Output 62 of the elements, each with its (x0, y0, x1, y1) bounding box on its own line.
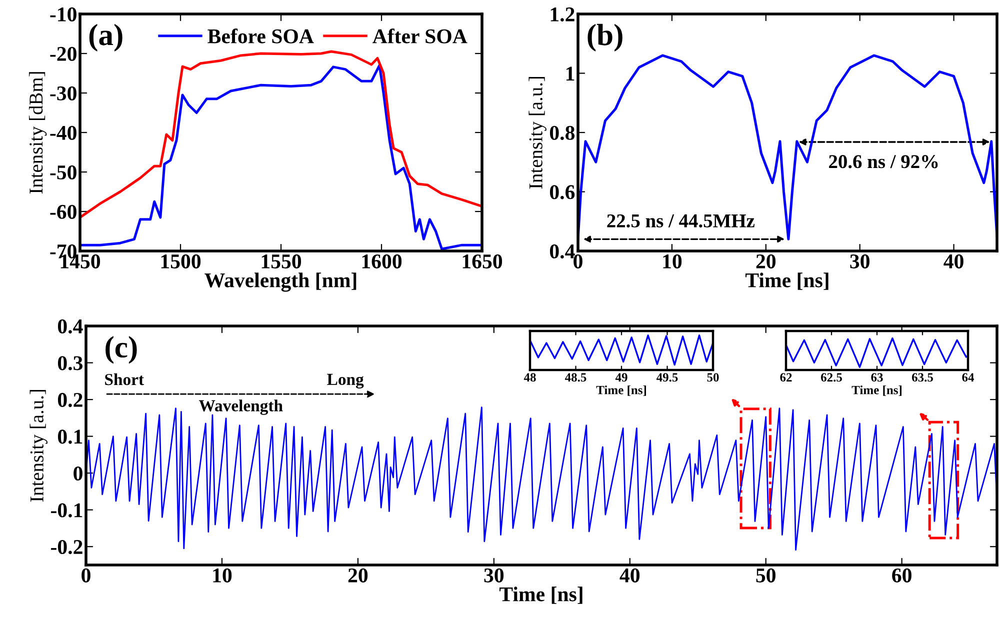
y-tick-label: -0.1 (51, 503, 82, 518)
y-tick-label: -10 (50, 7, 76, 22)
x-tick-label: 62.5 (820, 373, 842, 382)
legend-label: After SOA (372, 28, 468, 44)
x-tick-label: 64 (962, 373, 974, 382)
x-tick-label: 10 (213, 568, 232, 582)
y-tick-label: 0.4 (58, 319, 83, 334)
y-tick-label: -20 (50, 46, 76, 61)
y-axis-title: Intensity [a.u.] (30, 390, 48, 502)
annotation: 20.6 ns / 92% (829, 155, 938, 168)
y-axis-title: Intensity [dBm] (28, 72, 47, 194)
y-tick-label: -30 (50, 86, 76, 100)
x-tick-label: 1550 (262, 254, 302, 268)
x-axis-title: Time [ns] (596, 386, 646, 396)
x-tick-label: 48.5 (564, 373, 586, 382)
annotation: Short (105, 373, 144, 386)
y-tick-label: -0.2 (51, 540, 82, 554)
y-tick-label: 0.6 (550, 185, 575, 200)
annotation: Wavelength (198, 400, 283, 415)
x-tick-label: 20 (348, 568, 368, 582)
x-axis-title: Time [ns] (852, 386, 902, 396)
line-series (80, 50, 482, 219)
y-tick-label: 0.8 (550, 126, 575, 140)
y-tick-label: -40 (50, 126, 76, 140)
x-tick-label: 63 (871, 373, 883, 382)
x-axis-title: Time [ns] (499, 586, 582, 604)
y-tick-label: 1.2 (550, 7, 574, 22)
chart-title: (a) (89, 24, 122, 52)
y-tick-label: 1 (566, 66, 574, 80)
x-tick-label: 1500 (161, 254, 201, 268)
y-tick-label: 0.1 (58, 430, 82, 444)
x-tick-label: 30 (484, 568, 504, 582)
chart-title: (c) (106, 336, 137, 364)
x-tick-label: 40 (944, 254, 964, 268)
line-series (578, 54, 997, 240)
y-tick-label: 0.3 (58, 356, 83, 370)
x-tick-label: 63.5 (912, 373, 933, 382)
x-tick-label: 48 (524, 373, 536, 382)
y-tick-label: 0 (74, 466, 82, 481)
x-tick-label: 62 (780, 373, 792, 382)
x-axis-title: Time [ns] (745, 272, 828, 290)
y-tick-label: -50 (50, 165, 76, 180)
x-tick-label: 40 (620, 568, 640, 582)
x-axis-title: Wavelength [nm] (204, 272, 356, 292)
x-tick-label: 49 (615, 373, 628, 382)
chart-title: (b) (588, 24, 622, 52)
x-tick-label: 1650 (462, 254, 502, 268)
x-tick-label: 49.5 (656, 373, 678, 382)
x-tick-label: 1600 (362, 254, 402, 268)
annotation: Long (327, 374, 364, 389)
y-axis-title: Intensity [a.u.] (528, 76, 546, 189)
annotation: 22.5 ns / 44.5MHz (607, 214, 754, 228)
x-tick-label: 10 (663, 254, 682, 268)
x-tick-label: 60 (892, 568, 912, 582)
x-tick-label: 30 (850, 254, 870, 268)
x-tick-label: 50 (756, 568, 776, 582)
x-tick-label: 20 (756, 254, 776, 268)
y-tick-label: -60 (50, 204, 76, 219)
y-tick-label: 0.2 (58, 392, 82, 408)
legend-label: Before SOA (208, 28, 314, 44)
x-tick-label: 50 (707, 373, 719, 382)
y-tick-label: 0.4 (550, 244, 575, 259)
